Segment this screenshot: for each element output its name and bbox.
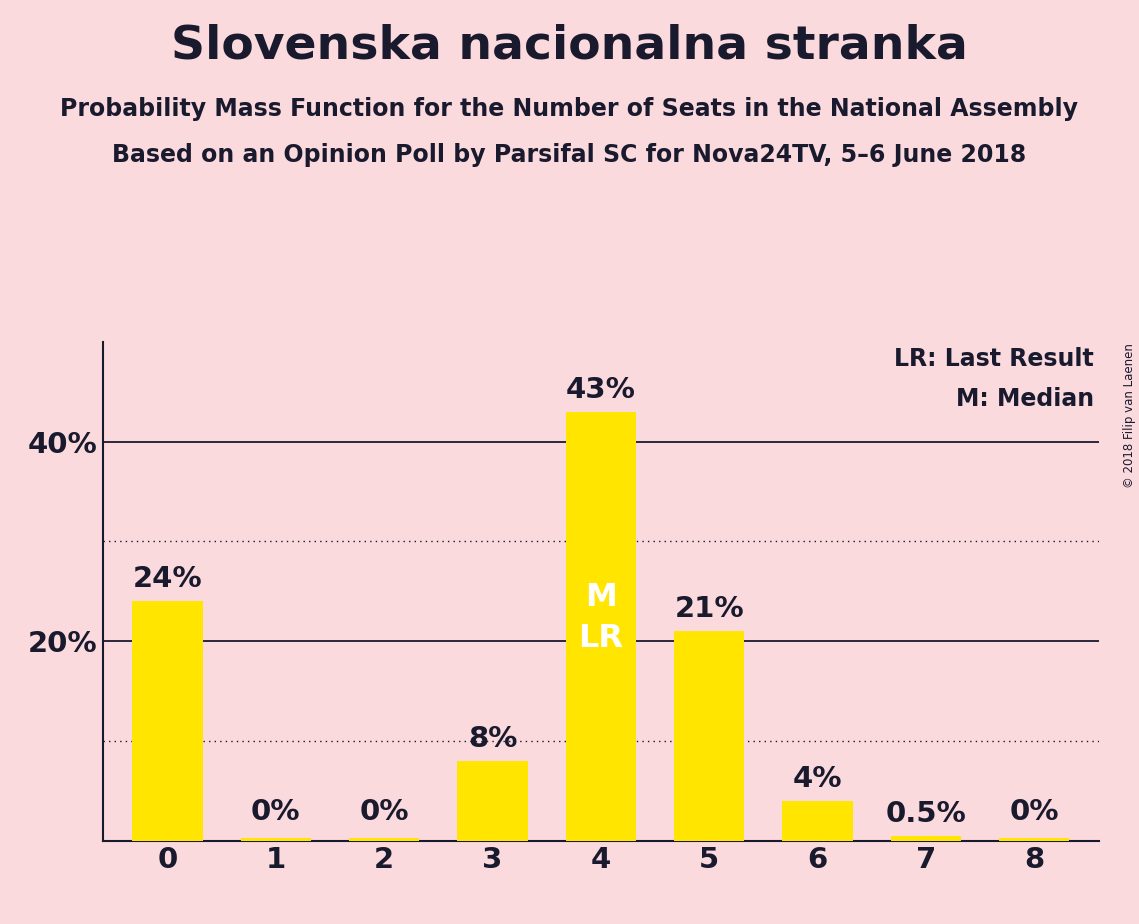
Text: Based on an Opinion Poll by Parsifal SC for Nova24TV, 5–6 June 2018: Based on an Opinion Poll by Parsifal SC … [113,143,1026,167]
Text: 0%: 0% [1009,797,1059,826]
Bar [132,602,203,841]
Text: 21%: 21% [674,595,744,624]
Bar [782,801,853,841]
Text: LR: Last Result: LR: Last Result [894,346,1093,371]
Bar [999,838,1070,841]
Bar [457,761,527,841]
Text: 0.5%: 0.5% [885,800,966,828]
Text: M: Median: M: Median [956,387,1093,411]
Text: 0%: 0% [251,797,301,826]
Text: Slovenska nacionalna stranka: Slovenska nacionalna stranka [171,23,968,68]
Text: © 2018 Filip van Laenen: © 2018 Filip van Laenen [1123,344,1137,488]
Bar [349,838,419,841]
Bar [240,838,311,841]
Text: 24%: 24% [133,565,203,593]
Bar [566,412,636,841]
Text: 0%: 0% [360,797,409,826]
Text: 43%: 43% [566,376,636,404]
Bar [674,631,745,841]
Text: 8%: 8% [468,725,517,753]
Bar [891,836,961,841]
Text: 4%: 4% [793,765,842,793]
Text: M
LR: M LR [579,582,623,653]
Text: Probability Mass Function for the Number of Seats in the National Assembly: Probability Mass Function for the Number… [60,97,1079,121]
